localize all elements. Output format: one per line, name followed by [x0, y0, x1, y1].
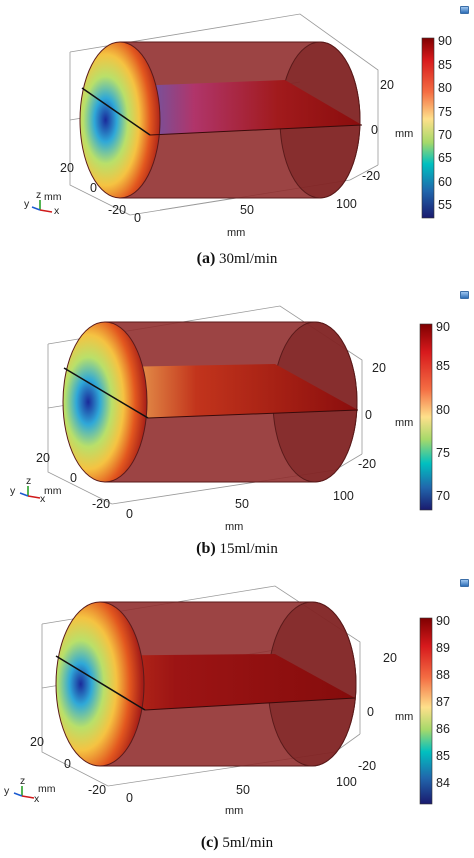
triad-z-label: z — [36, 189, 41, 201]
cb-tick: 80 — [438, 81, 452, 95]
cylinder-plot-b: 20 0 -20 0 50 100 20 0 -20 mm z y x mm 9… — [10, 305, 450, 533]
x-tick-0: 0 — [126, 507, 133, 521]
x-tick-2: 100 — [333, 489, 354, 503]
z-tick-0: 20 — [372, 361, 386, 375]
triad-x-label: x — [54, 205, 60, 217]
x-tick-1: 50 — [236, 783, 250, 797]
x-tick-0: 0 — [134, 211, 141, 225]
z-tick-2: -20 — [358, 759, 376, 773]
triad-y-label: y — [24, 198, 30, 210]
cb-tick: 85 — [436, 359, 450, 373]
triad-unit: mm — [38, 783, 56, 795]
caption-text: 5ml/min — [222, 835, 274, 851]
caption-label: (b) — [196, 540, 216, 557]
caption-text: 15ml/min — [219, 541, 278, 557]
cb-tick: 85 — [436, 749, 450, 763]
triad-y-label: y — [4, 785, 10, 797]
z-tick-2: -20 — [358, 457, 376, 471]
colorbar-ticks: 90 85 80 75 70 — [436, 320, 450, 503]
panel-a: 20 0 -20 0 50 100 20 0 -20 mm z y x mm 9… — [0, 0, 474, 290]
x-tick-2: 100 — [336, 775, 357, 789]
cb-tick: 55 — [438, 198, 452, 212]
y-tick-2: -20 — [92, 497, 110, 511]
cb-tick: 75 — [438, 105, 452, 119]
triad-z-label: z — [20, 775, 25, 787]
triad-z-label: z — [26, 475, 31, 487]
colorbar — [419, 617, 433, 805]
z-tick-1: 0 — [365, 408, 372, 422]
cb-tick: 60 — [438, 175, 452, 189]
x-axis-label: mm — [227, 227, 245, 239]
cb-tick: 88 — [436, 668, 450, 682]
cylinder-plot-a: 20 0 -20 0 50 100 20 0 -20 mm z y x mm 9… — [24, 13, 452, 239]
x-tick-0: 0 — [126, 791, 133, 805]
cb-tick: 90 — [436, 320, 450, 334]
cb-tick: 80 — [436, 403, 450, 417]
y-tick-2: -20 — [88, 783, 106, 797]
axis-triad: z y x mm — [10, 475, 62, 505]
colorbar-unit: mm — [395, 711, 413, 723]
y-tick-2: -20 — [108, 203, 126, 217]
caption-text: 30ml/min — [219, 251, 278, 267]
cb-tick: 65 — [438, 151, 452, 165]
window-corner-icon[interactable] — [460, 6, 469, 14]
y-tick-1: 0 — [70, 471, 77, 485]
triad-y-label: y — [10, 485, 16, 497]
cb-tick: 87 — [436, 695, 450, 709]
cb-tick: 90 — [436, 614, 450, 628]
panel-b: 20 0 -20 0 50 100 20 0 -20 mm z y x mm 9… — [0, 286, 474, 576]
y-tick-0: 20 — [30, 735, 44, 749]
triad-unit: mm — [44, 191, 62, 203]
cb-tick: 89 — [436, 641, 450, 655]
cb-tick: 70 — [436, 489, 450, 503]
cb-tick: 86 — [436, 722, 450, 736]
panel-c: 20 0 -20 0 50 100 20 0 -20 mm z y x mm 9… — [0, 574, 474, 858]
y-tick-1: 0 — [64, 757, 71, 771]
z-tick-0: 20 — [383, 651, 397, 665]
triad-unit: mm — [44, 485, 62, 497]
x-tick-2: 100 — [336, 197, 357, 211]
cylinder-front-cap — [62, 321, 148, 483]
z-tick-1: 0 — [367, 705, 374, 719]
y-tick-1: 0 — [90, 181, 97, 195]
cb-tick: 75 — [436, 446, 450, 460]
y-tick-0: 20 — [60, 161, 74, 175]
x-tick-1: 50 — [240, 203, 254, 217]
cb-tick: 90 — [438, 34, 452, 48]
colorbar-unit: mm — [395, 417, 413, 429]
x-axis-label: mm — [225, 805, 243, 817]
window-corner-icon[interactable] — [460, 291, 469, 299]
x-axis-label: mm — [225, 521, 243, 533]
colorbar — [421, 37, 435, 219]
window-corner-icon[interactable] — [460, 579, 469, 587]
caption-c: (c) 5ml/min — [0, 834, 474, 852]
axis-triad: z y x mm — [4, 775, 56, 805]
z-tick-2: -20 — [362, 169, 380, 183]
colorbar-ticks: 90 89 88 87 86 85 84 — [436, 614, 450, 790]
cb-tick: 85 — [438, 58, 452, 72]
caption-label: (c) — [200, 834, 219, 851]
cylinder-front-cap — [79, 41, 161, 199]
cylinder-front-cap — [55, 601, 145, 767]
y-tick-0: 20 — [36, 451, 50, 465]
colorbar-unit: mm — [395, 128, 413, 140]
caption-b: (b) 15ml/min — [0, 540, 474, 558]
colorbar-ticks: 90 85 80 75 70 65 60 55 — [438, 34, 452, 212]
triad-x-label: x — [34, 793, 40, 805]
caption-a: (a) 30ml/min — [0, 250, 474, 268]
z-tick-1: 0 — [371, 123, 378, 137]
axis-triad: z y x mm — [24, 189, 62, 217]
x-tick-1: 50 — [235, 497, 249, 511]
cb-tick: 70 — [438, 128, 452, 142]
triad-x-label: x — [40, 493, 46, 505]
colorbar — [419, 323, 433, 511]
caption-label: (a) — [196, 250, 216, 267]
z-tick-0: 20 — [380, 78, 394, 92]
cb-tick: 84 — [436, 776, 450, 790]
cylinder-plot-c: 20 0 -20 0 50 100 20 0 -20 mm z y x mm 9… — [4, 585, 450, 817]
